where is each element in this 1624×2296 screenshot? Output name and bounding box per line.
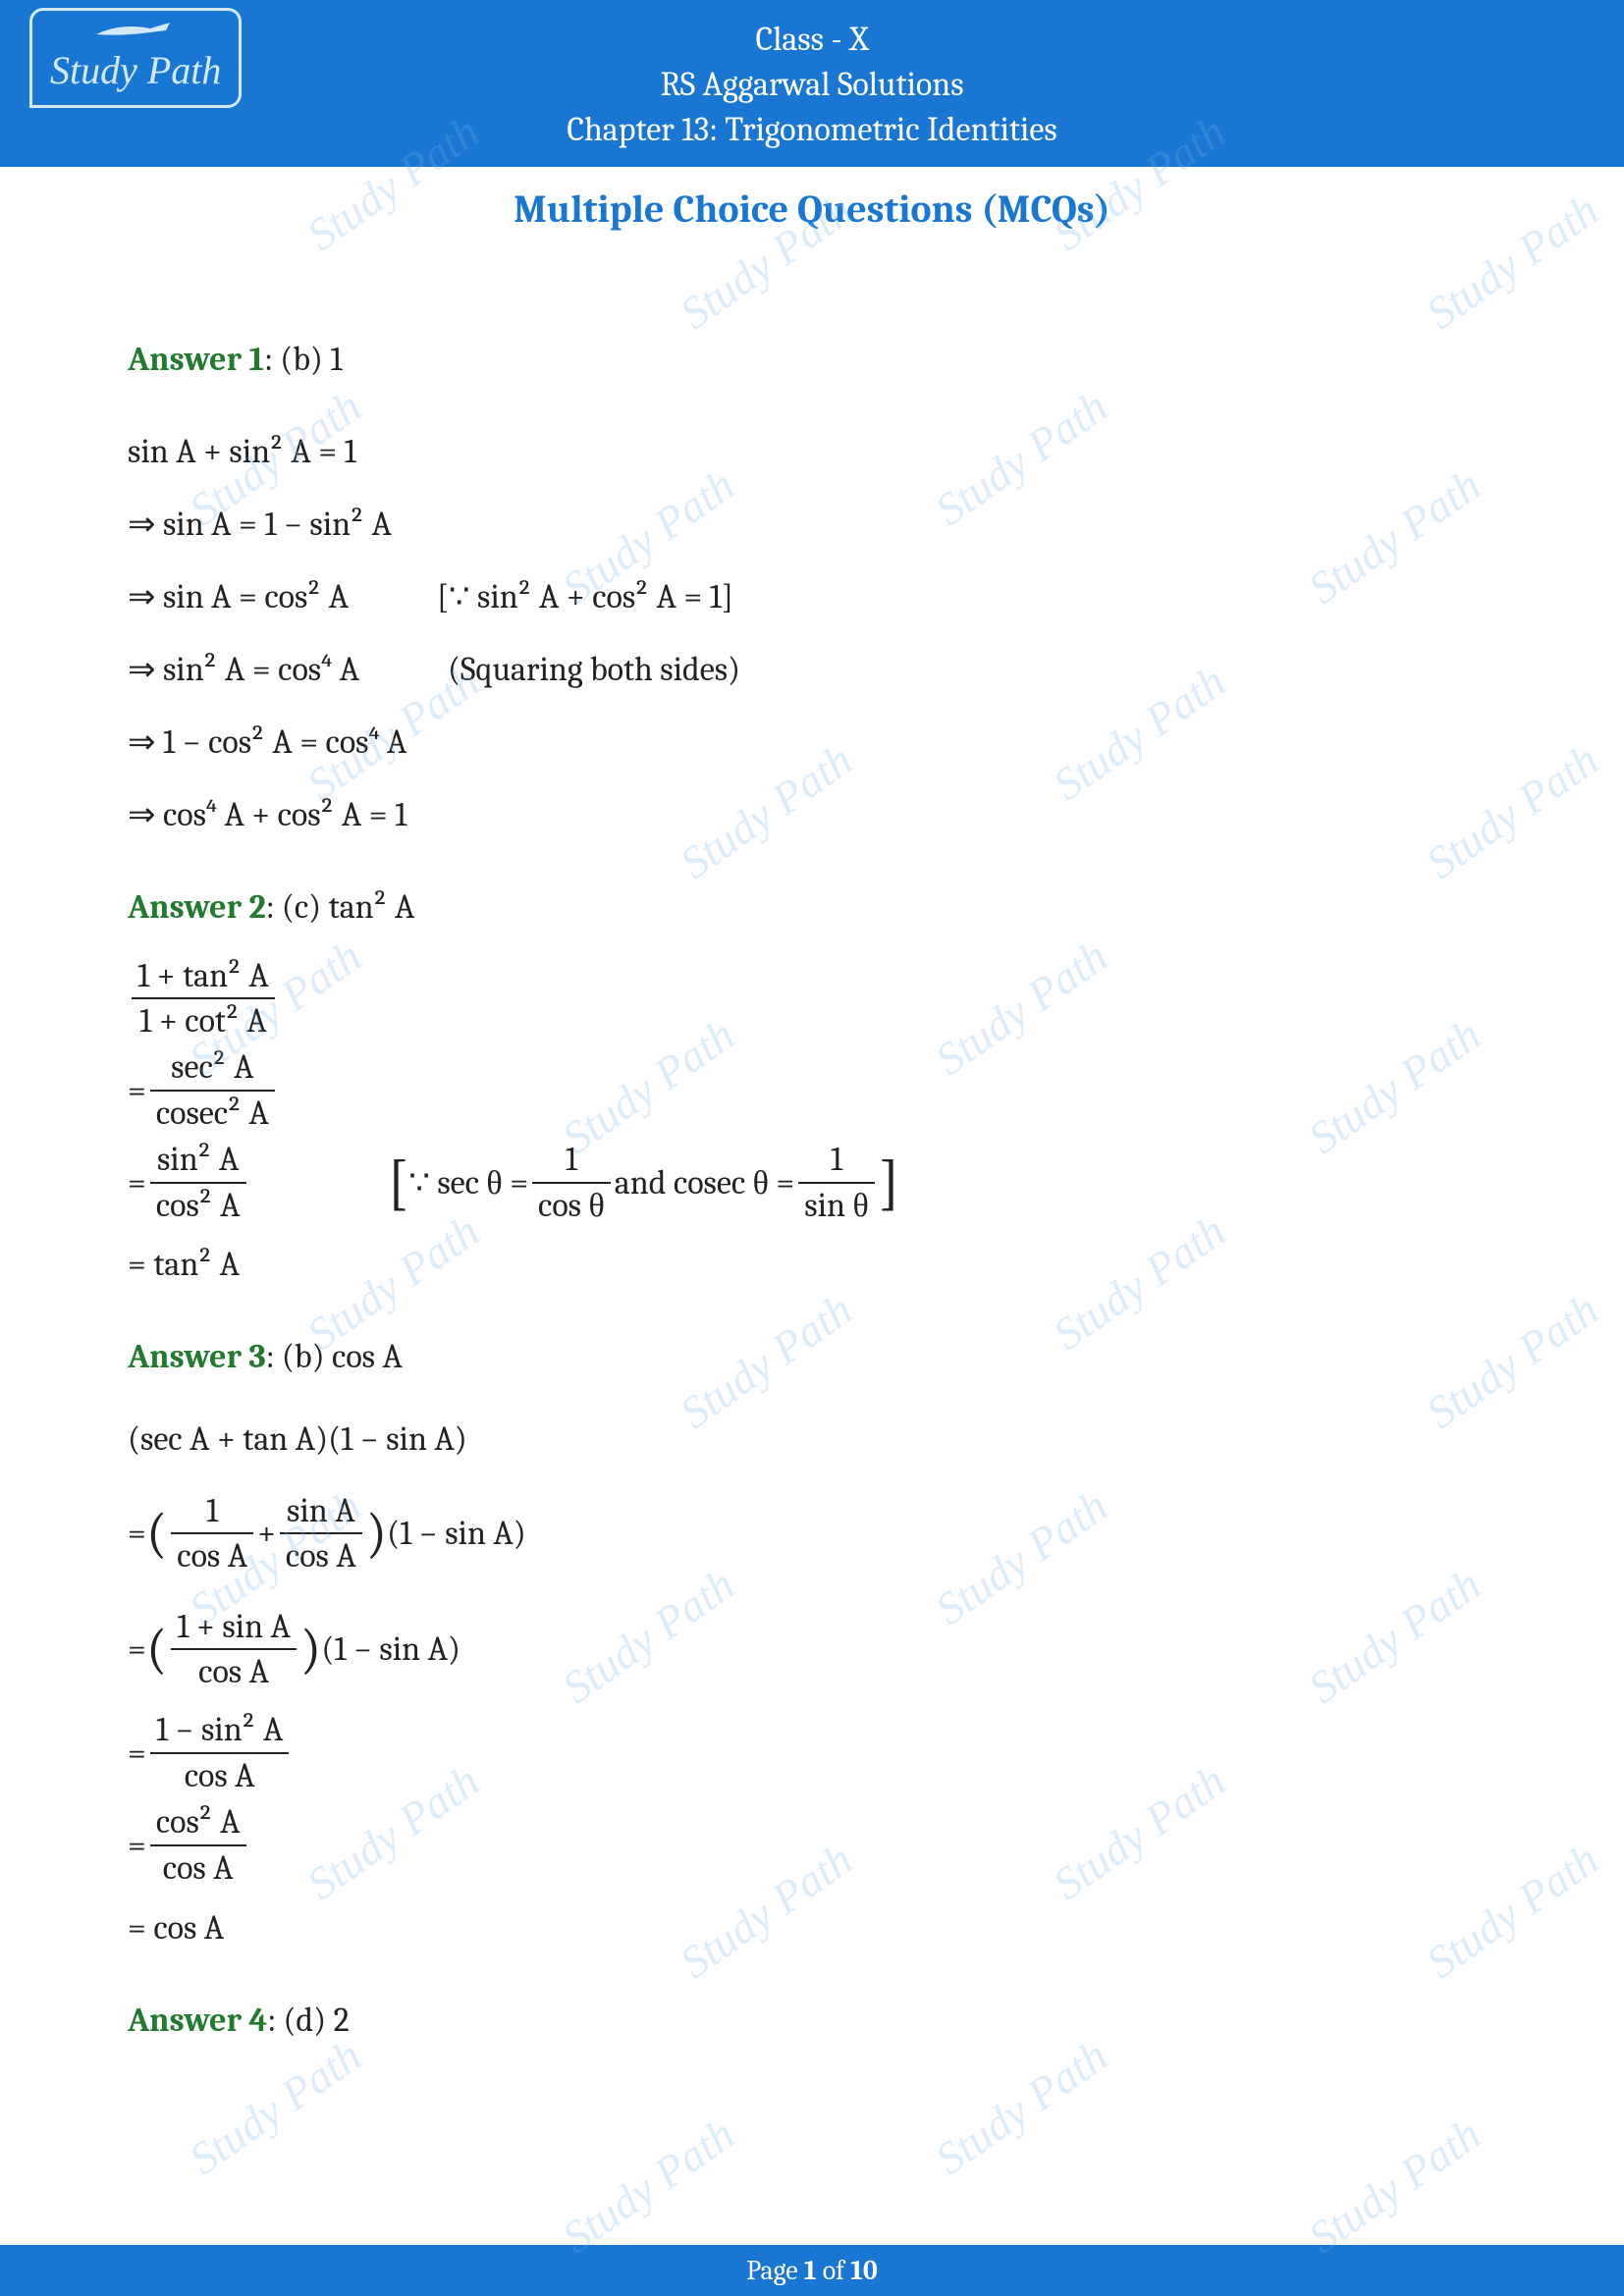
answer-1: Answer 1: (b) 1: [128, 340, 1496, 379]
header-line-2: RS Aggarwal Solutions: [0, 63, 1624, 108]
sol2-l4: = tan² A: [128, 1231, 1496, 1298]
sol3-l2: = ( 1cos A + sin Acos A ) (1 − sin A): [128, 1478, 1496, 1588]
sol1-l1: sin A + sin² A = 1: [128, 418, 1496, 485]
sol2-l1: 1 + tan² A1 + cot² A: [128, 956, 1496, 1042]
answer-1-choice: : (b) 1: [264, 340, 343, 379]
solution-2: 1 + tan² A1 + cot² A = sec² Acosec² A = …: [128, 956, 1496, 1299]
footer-prefix: Page: [746, 2255, 804, 2286]
sol3-l5: = cos² Acos A: [128, 1802, 1496, 1889]
answer-1-label: Answer 1: [128, 340, 264, 379]
answer-2: Answer 2: (c) tan² A: [128, 887, 1496, 927]
watermark: Study Path: [926, 2029, 1117, 2184]
sol2-l3: = sin² Acos² A [ ∵ sec θ = 1cos θ and co…: [128, 1140, 1496, 1226]
sol3-l6: = cos A: [128, 1895, 1496, 1961]
answer-3-label: Answer 3: [128, 1337, 266, 1376]
sol1-l6: ⇒ cos⁴ A + cos² A = 1: [128, 781, 1496, 848]
page-header: Study Path Class - X RS Aggarwal Solutio…: [0, 0, 1624, 167]
sol3-l3: = ( 1 + sin Acos A ) (1 − sin A): [128, 1594, 1496, 1704]
watermark: Study Path: [1299, 2108, 1490, 2263]
content: Answer 1: (b) 1 sin A + sin² A = 1 ⇒ sin…: [0, 232, 1624, 2040]
answer-2-label: Answer 2: [128, 887, 266, 927]
sol1-l3: ⇒ sin A = cos² A [∵ sin² A + cos² A = 1]: [128, 563, 1496, 630]
answer-4-choice: : (d) 2: [267, 2001, 349, 2040]
answer-3-choice: : (b) cos A: [266, 1337, 403, 1376]
solution-3: (sec A + tan A)(1 − sin A) = ( 1cos A + …: [128, 1406, 1496, 1960]
footer-current: 1: [804, 2255, 817, 2286]
answer-2-choice: : (c) tan² A: [266, 887, 415, 927]
sol1-l4: ⇒ sin² A = cos⁴ A (Squaring both sides): [128, 636, 1496, 703]
watermark: Study Path: [180, 2029, 371, 2184]
watermark: Study Path: [553, 2108, 744, 2263]
header-line-1: Class - X: [0, 18, 1624, 63]
answer-3: Answer 3: (b) cos A: [128, 1337, 1496, 1376]
sol1-l2: ⇒ sin A = 1 − sin² A: [128, 491, 1496, 558]
answer-4-label: Answer 4: [128, 2001, 267, 2040]
page-footer: Page 1 of 10: [0, 2245, 1624, 2296]
solution-1: sin A + sin² A = 1 ⇒ sin A = 1 − sin² A …: [128, 418, 1496, 848]
header-line-3: Chapter 13: Trigonometric Identities: [0, 108, 1624, 153]
logo-text: Study Path: [50, 48, 221, 92]
mcq-title: Multiple Choice Questions (MCQs): [0, 187, 1624, 232]
pen-icon: [91, 15, 180, 42]
footer-mid: of: [817, 2255, 851, 2286]
sol3-l1: (sec A + tan A)(1 − sin A): [128, 1406, 1496, 1472]
logo: Study Path: [29, 8, 242, 108]
sol3-l4: = 1 − sin² Acos A: [128, 1710, 1496, 1796]
footer-total: 10: [850, 2255, 878, 2286]
answer-4: Answer 4: (d) 2: [128, 2001, 1496, 2040]
sol2-note: [ ∵ sec θ = 1cos θ and cosec θ = 1sin θ …: [388, 1140, 900, 1226]
sol2-l2: = sec² Acosec² A: [128, 1047, 1496, 1134]
sol1-l5: ⇒ 1 − cos² A = cos⁴ A: [128, 709, 1496, 775]
